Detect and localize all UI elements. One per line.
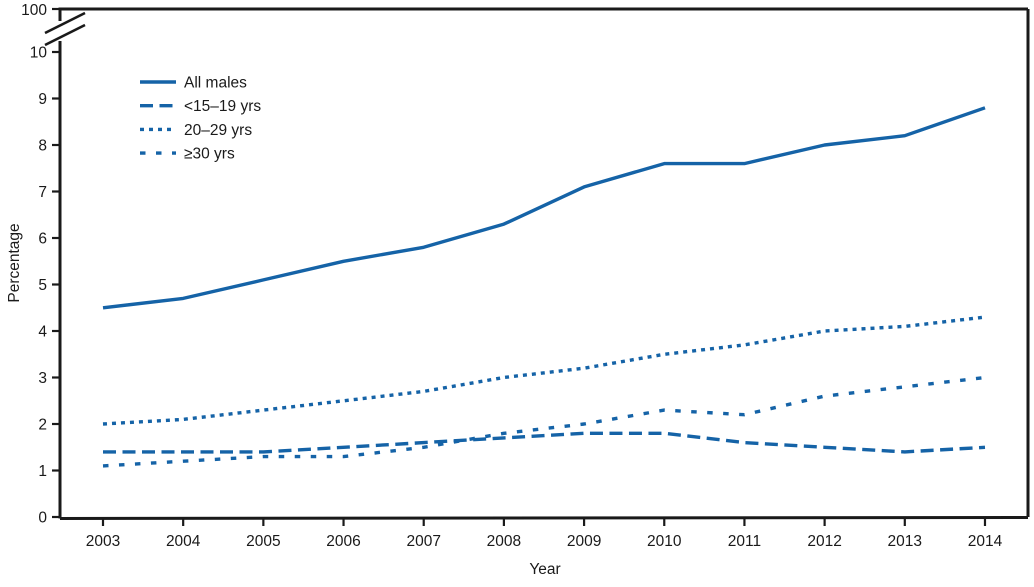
series-line-20-29-yrs	[102, 315, 986, 426]
legend-item-all-males: All males	[140, 75, 247, 92]
series-line-all-males	[102, 106, 986, 310]
x-tick-label: 2008	[487, 533, 521, 550]
y-tick-label: 9	[38, 91, 47, 108]
x-tick-label: 2013	[888, 533, 922, 550]
y-tick-label: 10	[30, 45, 48, 62]
y-tick-label: 8	[38, 138, 47, 155]
legend-label: ≥30 yrs	[184, 146, 235, 163]
x-tick-label: 2003	[86, 533, 120, 550]
legend-item-20-29-yrs: 20–29 yrs	[140, 122, 252, 139]
series-group	[102, 106, 986, 468]
plot-frame	[44, 7, 1030, 520]
legend-item-15-19-yrs: <15–19 yrs	[140, 98, 261, 115]
y-tick-label: 0	[38, 510, 47, 527]
y-tick-label: 7	[38, 184, 47, 201]
legend-label: <15–19 yrs	[184, 98, 261, 115]
series-line-15-19-yrs	[103, 431, 986, 454]
legend-label: All males	[184, 75, 247, 92]
legend: All males <15–19 yrs 20–29 yrs ≥30 yrs	[140, 75, 261, 163]
legend-label: 20–29 yrs	[184, 122, 252, 139]
y-axis: 0 1 2 3 4 5 6 7 8 9 10 100	[21, 2, 60, 527]
legend-item-30-yrs: ≥30 yrs	[140, 146, 235, 163]
y-tick-label: 2	[38, 417, 47, 434]
x-axis: 2003 2004 2005 2006 2007 2008 2009 2010 2011 2012…	[86, 518, 1003, 550]
x-tick-label: 2004	[166, 533, 201, 550]
x-axis-line	[59, 516, 1029, 520]
x-tick-label: 2007	[406, 533, 440, 550]
y-axis-label: Percentage	[6, 223, 23, 303]
y-tick-label-break: 100	[21, 2, 47, 19]
axis-break-slash-lower	[44, 23, 86, 47]
x-tick-label: 2006	[326, 533, 360, 550]
axis-break-slash-upper	[44, 11, 86, 35]
x-tick-label: 2011	[728, 533, 761, 550]
x-tick-label: 2012	[807, 533, 841, 550]
x-tick-label: 2010	[647, 533, 682, 550]
y-tick-label: 1	[38, 463, 47, 480]
y-tick-label: 6	[38, 231, 47, 248]
y-tick-label: 4	[38, 324, 47, 341]
x-tick-label: 2014	[968, 533, 1003, 550]
x-tick-label: 2009	[567, 533, 601, 550]
series-line-30-yrs	[102, 375, 986, 468]
x-axis-label: Year	[529, 561, 561, 578]
x-tick-label: 2005	[246, 533, 280, 550]
axis-break-icon	[44, 11, 86, 47]
y-tick-label: 5	[38, 277, 47, 294]
y-tick-label: 3	[38, 370, 47, 387]
